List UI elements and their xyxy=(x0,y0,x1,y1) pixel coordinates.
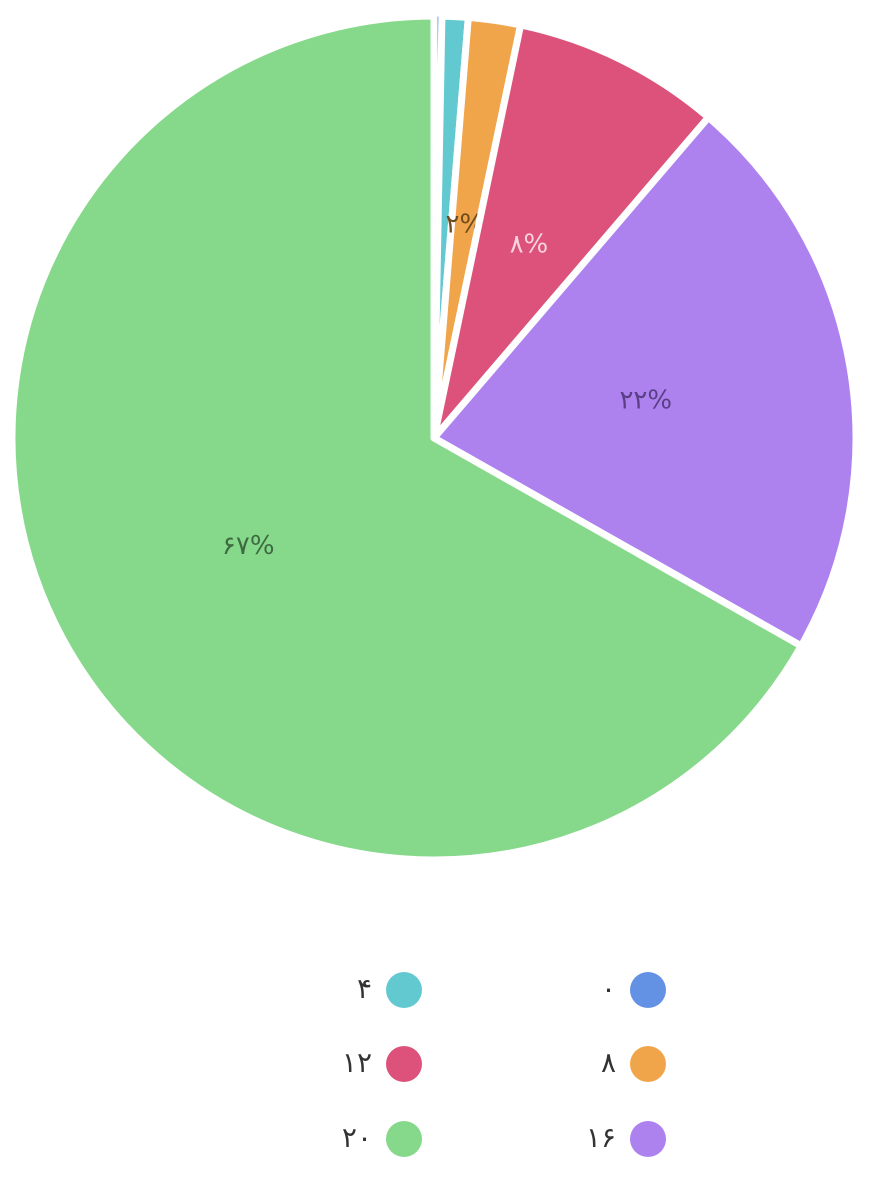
legend-label: ۰ xyxy=(601,972,616,1005)
legend-swatch xyxy=(630,1046,666,1082)
slice-label: ۸% xyxy=(510,230,549,260)
legend-label: ۲۰ xyxy=(342,1121,372,1154)
pie-slice xyxy=(430,113,860,650)
legend-swatch xyxy=(386,1046,422,1082)
legend-swatch xyxy=(630,972,666,1008)
legend-label: ۱۶ xyxy=(586,1121,616,1154)
slice-label: ۶۷% xyxy=(222,531,275,561)
legend-swatch xyxy=(630,1121,666,1157)
legend-label: ۴ xyxy=(357,972,372,1005)
pie-slice xyxy=(8,12,805,864)
pie-slice xyxy=(430,21,712,442)
legend-swatch xyxy=(386,1121,422,1157)
legend-swatch xyxy=(386,972,422,1008)
slice-label: ۲۲% xyxy=(619,385,672,415)
legend-label: ۱۲ xyxy=(342,1046,372,1079)
legend-label: ۸ xyxy=(601,1046,616,1079)
